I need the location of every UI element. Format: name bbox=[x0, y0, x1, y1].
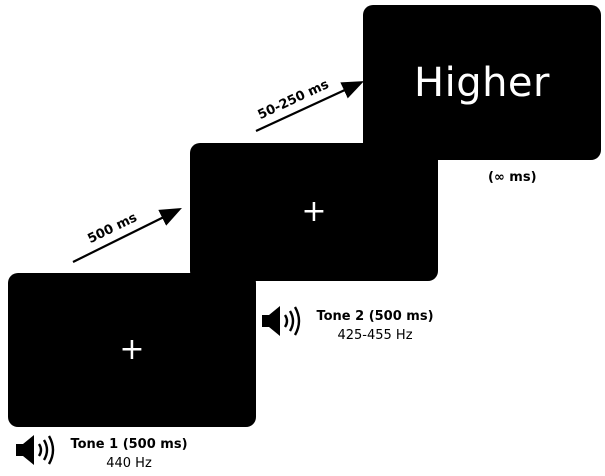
tone1-title: Tone 1 (500 ms) bbox=[70, 437, 188, 452]
tone2-frequency: 425-455 Hz bbox=[337, 328, 413, 343]
arrow-1 bbox=[72, 208, 182, 263]
tone2-title: Tone 2 (500 ms) bbox=[316, 309, 434, 324]
tone1-frequency: 440 Hz bbox=[106, 456, 152, 471]
tone2-label: Tone 2 (500 ms) 425-455 Hz bbox=[312, 309, 438, 343]
response-duration: (∞ ms) bbox=[488, 170, 537, 185]
response-word: Higher bbox=[414, 59, 550, 106]
response-screen: Higher bbox=[363, 5, 601, 160]
speaker-icon bbox=[262, 306, 301, 336]
tone2-screen: + bbox=[190, 143, 438, 281]
arrow-2 bbox=[255, 81, 364, 132]
tone1-screen: + bbox=[8, 273, 256, 427]
fixation-cross: + bbox=[119, 332, 145, 367]
tone1-label: Tone 1 (500 ms) 440 Hz bbox=[66, 437, 192, 471]
speaker-icon bbox=[16, 435, 55, 465]
fixation-cross: + bbox=[301, 194, 327, 229]
